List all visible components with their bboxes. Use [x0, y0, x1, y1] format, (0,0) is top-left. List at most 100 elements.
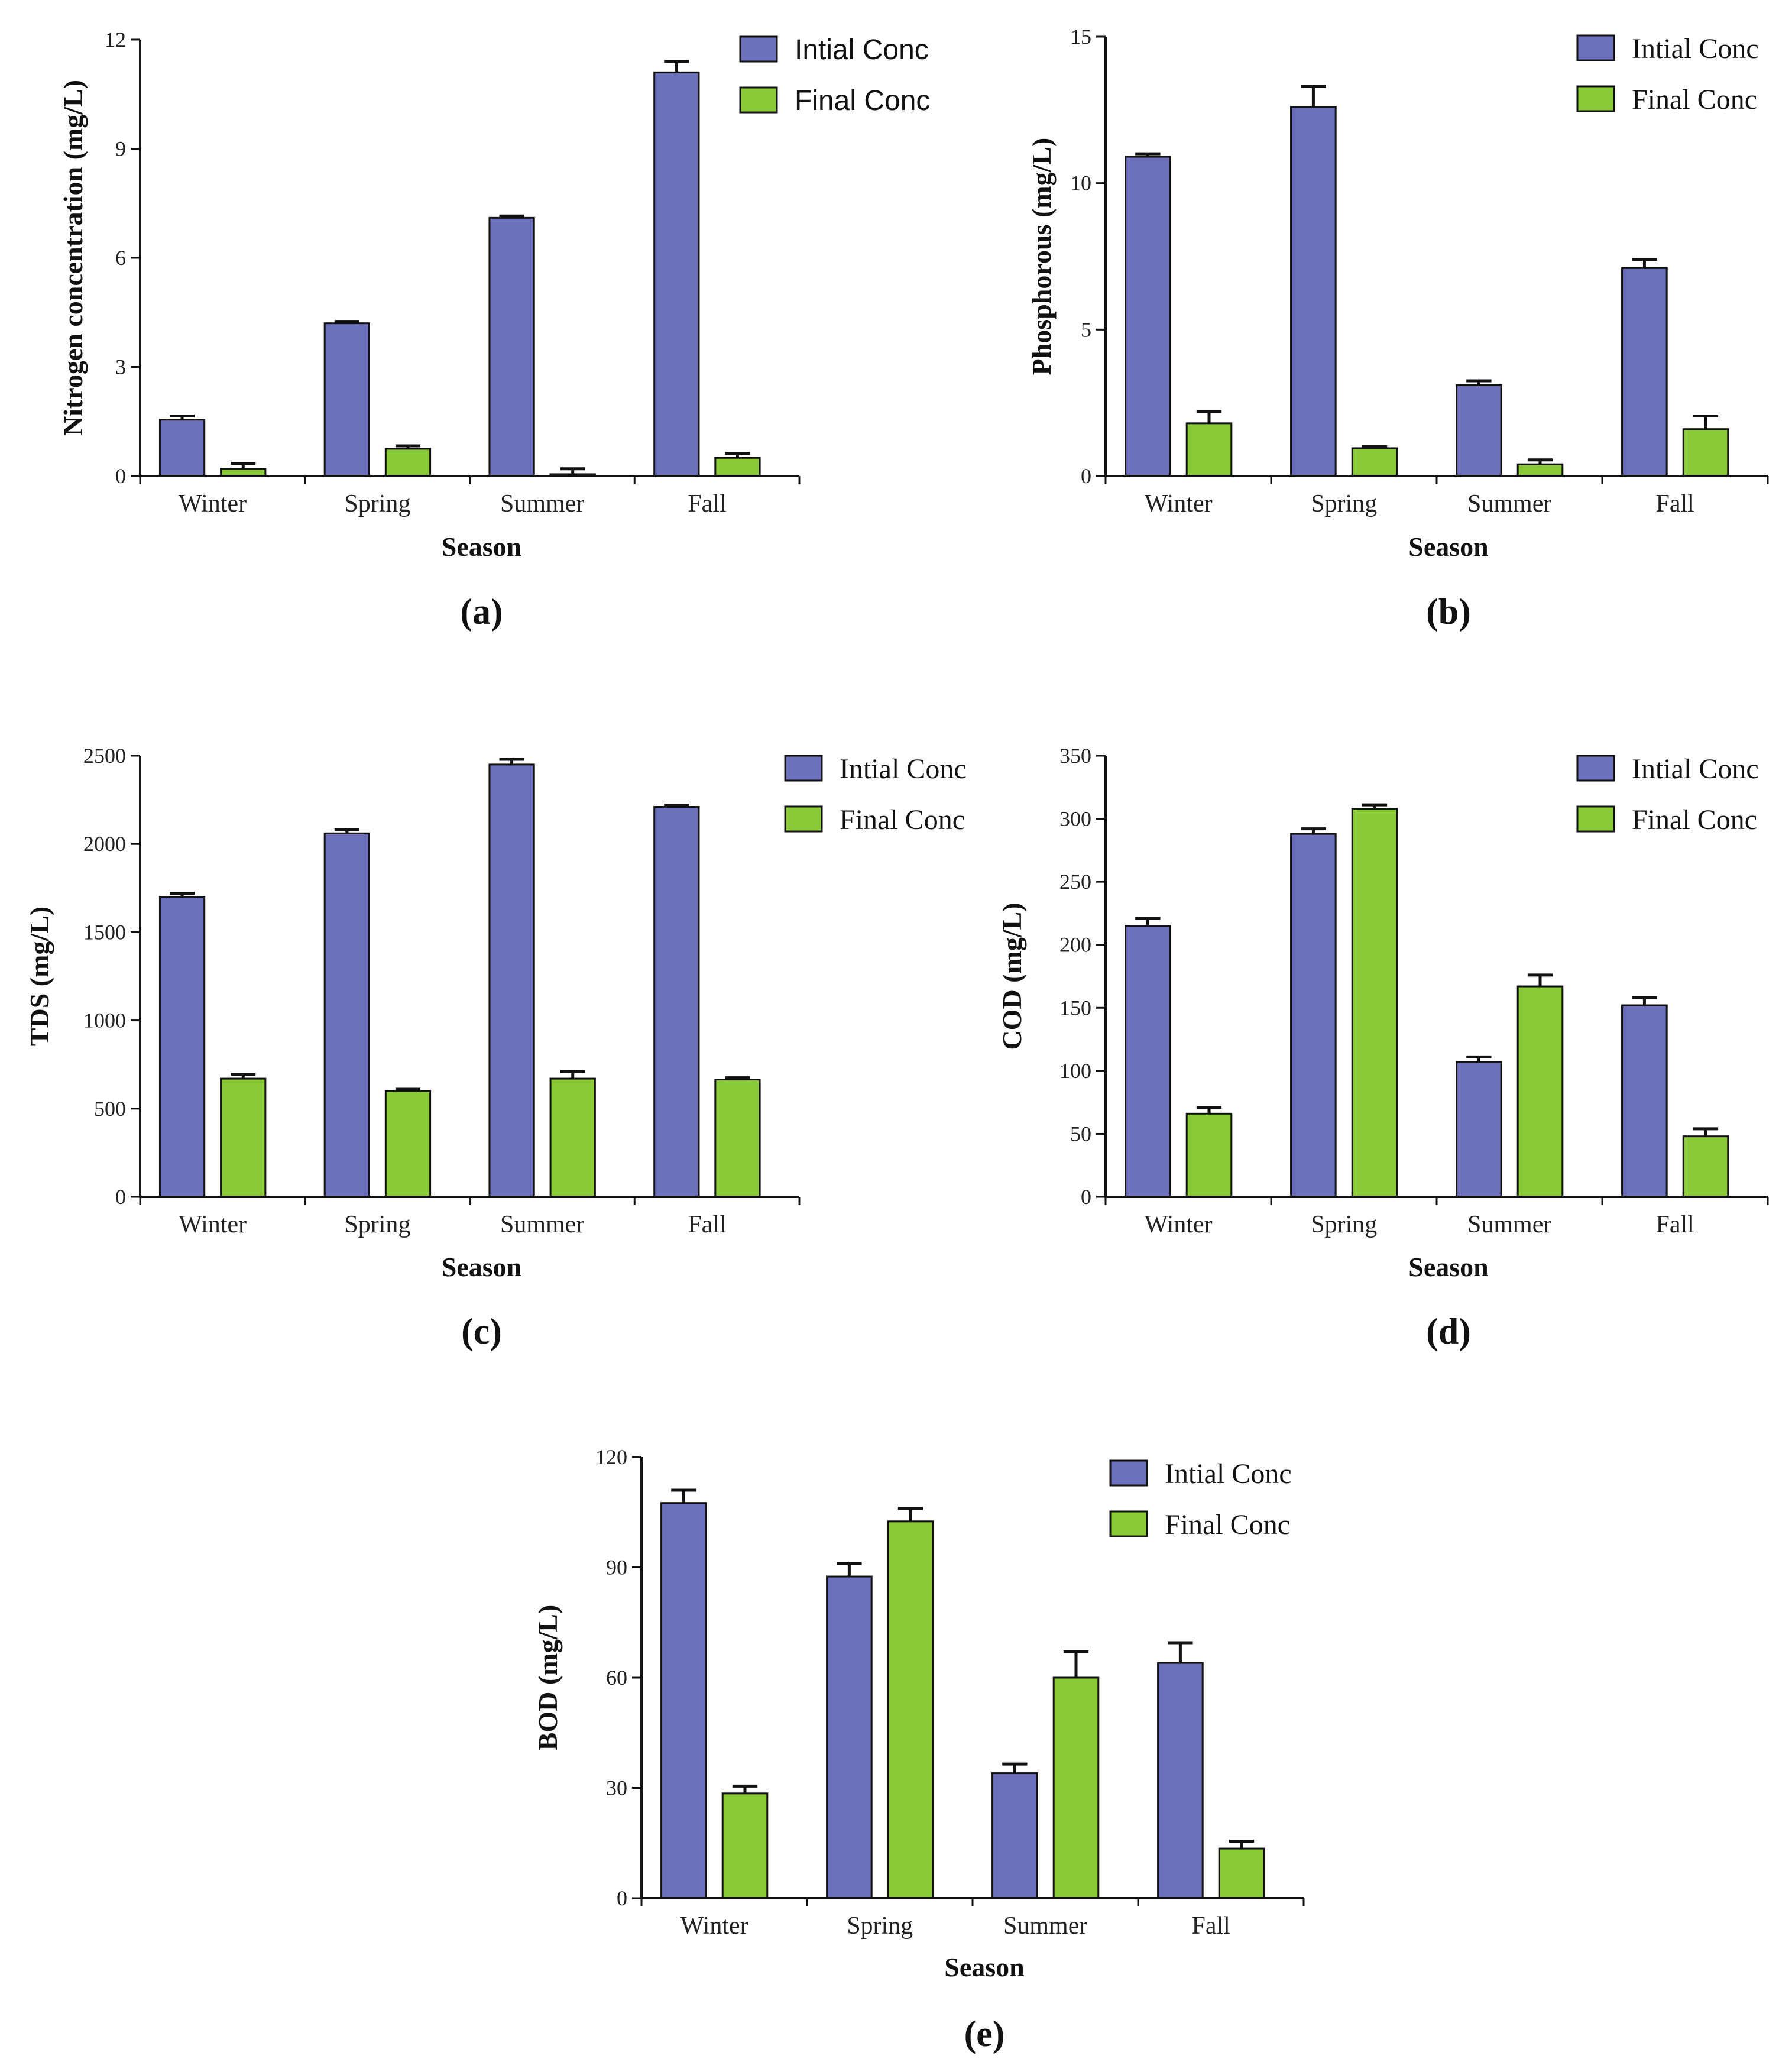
bar-final-conc-spring	[887, 1520, 934, 1899]
error-bar-intial-conc-winter	[1135, 917, 1161, 926]
legend-swatch	[1576, 85, 1615, 112]
y-axis-title: Nitrogen concentration (mg/L)	[58, 80, 88, 436]
bar-final-conc-summer	[1516, 463, 1564, 477]
legend-label: Final Conc	[840, 804, 965, 836]
x-tick-label: Spring	[1311, 1211, 1377, 1238]
y-axis-title: BOD (mg/L)	[533, 1605, 563, 1751]
bar-intial-conc-spring	[323, 832, 370, 1198]
bar-final-conc-winter	[1185, 1112, 1233, 1198]
x-axis-title: Season	[442, 532, 521, 562]
legend-swatch	[1576, 34, 1615, 61]
x-axis-title: Season	[944, 1952, 1024, 1982]
x-tick-label: Summer	[500, 1211, 584, 1238]
bar-intial-conc-spring	[1290, 833, 1337, 1198]
y-tick-label: 5	[1081, 318, 1091, 341]
error-bar-final-conc-winter	[732, 1784, 758, 1794]
y-tick-label: 120	[595, 1445, 627, 1469]
bar-final-conc-spring	[384, 448, 432, 477]
error-bar-final-conc-fall	[725, 1076, 750, 1080]
legend-swatch	[739, 35, 778, 63]
y-tick-label: 9	[115, 137, 126, 161]
y-tick-label: 250	[1059, 870, 1091, 894]
bar-final-conc-winter	[220, 1077, 267, 1198]
bar-intial-conc-winter	[158, 419, 206, 477]
legend: Intial Conc Final Conc	[1109, 1458, 1292, 1540]
y-tick-label: 0	[1081, 1185, 1091, 1209]
error-bar-final-conc-winter	[231, 461, 256, 469]
x-tick-label: Summer	[1467, 1211, 1551, 1238]
x-tick-label: Winter	[179, 490, 247, 517]
y-tick-label: 50	[1070, 1122, 1091, 1145]
error-bar-final-conc-spring	[395, 444, 421, 449]
chart-panel-b: 0 5 10 15 Winter Spring Summer Fall Season Phosph…	[1026, 25, 1769, 632]
y-tick-label: 2500	[83, 744, 126, 768]
legend: Intial Conc Final Conc	[1576, 753, 1759, 836]
bar-final-conc-summer	[1052, 1676, 1100, 1899]
error-bar-intial-conc-fall	[1632, 996, 1657, 1006]
legend: Intial Conc Final Conc	[784, 753, 967, 836]
bar-final-conc-fall	[714, 457, 761, 477]
bar-final-conc-spring	[1351, 447, 1398, 477]
legend: Intial Conc Final Conc	[739, 34, 930, 116]
bar-intial-conc-summer	[1456, 384, 1502, 477]
error-bar-intial-conc-winter	[671, 1488, 696, 1503]
bar-intial-conc-fall	[1621, 1004, 1668, 1198]
x-tick-label: Fall	[1656, 490, 1694, 517]
x-axis-title: Season	[1408, 1252, 1488, 1282]
bar-final-conc-summer	[1516, 985, 1564, 1198]
error-bar-intial-conc-spring	[334, 320, 359, 323]
error-bar-final-conc-winter	[1196, 410, 1222, 423]
y-tick-label: 0	[115, 1185, 126, 1209]
error-bar-intial-conc-summer	[1002, 1762, 1028, 1773]
error-bar-final-conc-spring	[1362, 803, 1388, 809]
y-tick-label: 0	[617, 1886, 627, 1910]
legend-swatch	[1109, 1510, 1148, 1537]
bar-intial-conc-spring	[1290, 106, 1337, 477]
bar-intial-conc-spring	[323, 322, 370, 477]
legend-swatch	[1576, 755, 1615, 782]
bar-final-conc-fall	[1682, 428, 1729, 477]
y-axis-title: TDS (mg/L)	[24, 907, 54, 1046]
y-tick-label: 500	[94, 1097, 126, 1121]
bar-intial-conc-fall	[1621, 267, 1668, 477]
legend-label: Final Conc	[1632, 84, 1757, 115]
y-tick-label: 30	[606, 1776, 627, 1800]
x-tick-label: Winter	[179, 1211, 247, 1238]
error-bar-final-conc-fall	[1229, 1840, 1255, 1849]
panel-label: (d)	[1426, 1312, 1471, 1352]
y-tick-label: 12	[105, 28, 126, 51]
error-bar-intial-conc-summer	[499, 214, 524, 218]
legend-swatch	[1109, 1459, 1148, 1487]
y-tick-label: 90	[606, 1556, 627, 1579]
x-axis-title: Season	[1408, 532, 1488, 562]
error-bar-intial-conc-summer	[1466, 1055, 1492, 1062]
error-bar-intial-conc-fall	[664, 804, 689, 807]
x-tick-label: Winter	[680, 1912, 748, 1940]
x-tick-label: Winter	[1145, 490, 1213, 517]
legend: Intial Conc Final Conc	[1576, 33, 1759, 115]
legend-swatch	[784, 755, 823, 782]
chart-panel-d: 0 50 100 150 200 250 300 350 Winter Spring Summer F…	[997, 744, 1769, 1352]
error-bar-intial-conc-spring	[1301, 85, 1326, 107]
legend-label: Final Conc	[1632, 804, 1757, 836]
y-axis-title: COD (mg/L)	[997, 902, 1027, 1050]
y-tick-label: 60	[606, 1666, 627, 1689]
y-tick-label: 15	[1070, 25, 1091, 48]
error-bar-final-conc-spring	[395, 1087, 421, 1091]
error-bar-final-conc-winter	[231, 1073, 256, 1079]
error-bar-final-conc-summer	[1527, 458, 1553, 465]
x-tick-label: Summer	[500, 490, 584, 517]
x-tick-label: Summer	[1003, 1912, 1087, 1940]
y-tick-label: 6	[115, 246, 126, 270]
x-tick-label: Fall	[1656, 1211, 1694, 1238]
bar-final-conc-spring	[1351, 808, 1398, 1198]
bar-intial-conc-summer	[488, 216, 535, 477]
bar-intial-conc-summer	[1456, 1061, 1502, 1198]
error-bar-intial-conc-fall	[664, 60, 689, 73]
error-bar-final-conc-spring	[1362, 445, 1388, 448]
y-tick-label: 2000	[83, 832, 126, 856]
y-tick-label: 150	[1059, 996, 1091, 1019]
error-bar-intial-conc-winter	[1135, 152, 1161, 157]
error-bar-final-conc-summer	[1063, 1650, 1089, 1678]
x-tick-label: Fall	[688, 1211, 726, 1238]
